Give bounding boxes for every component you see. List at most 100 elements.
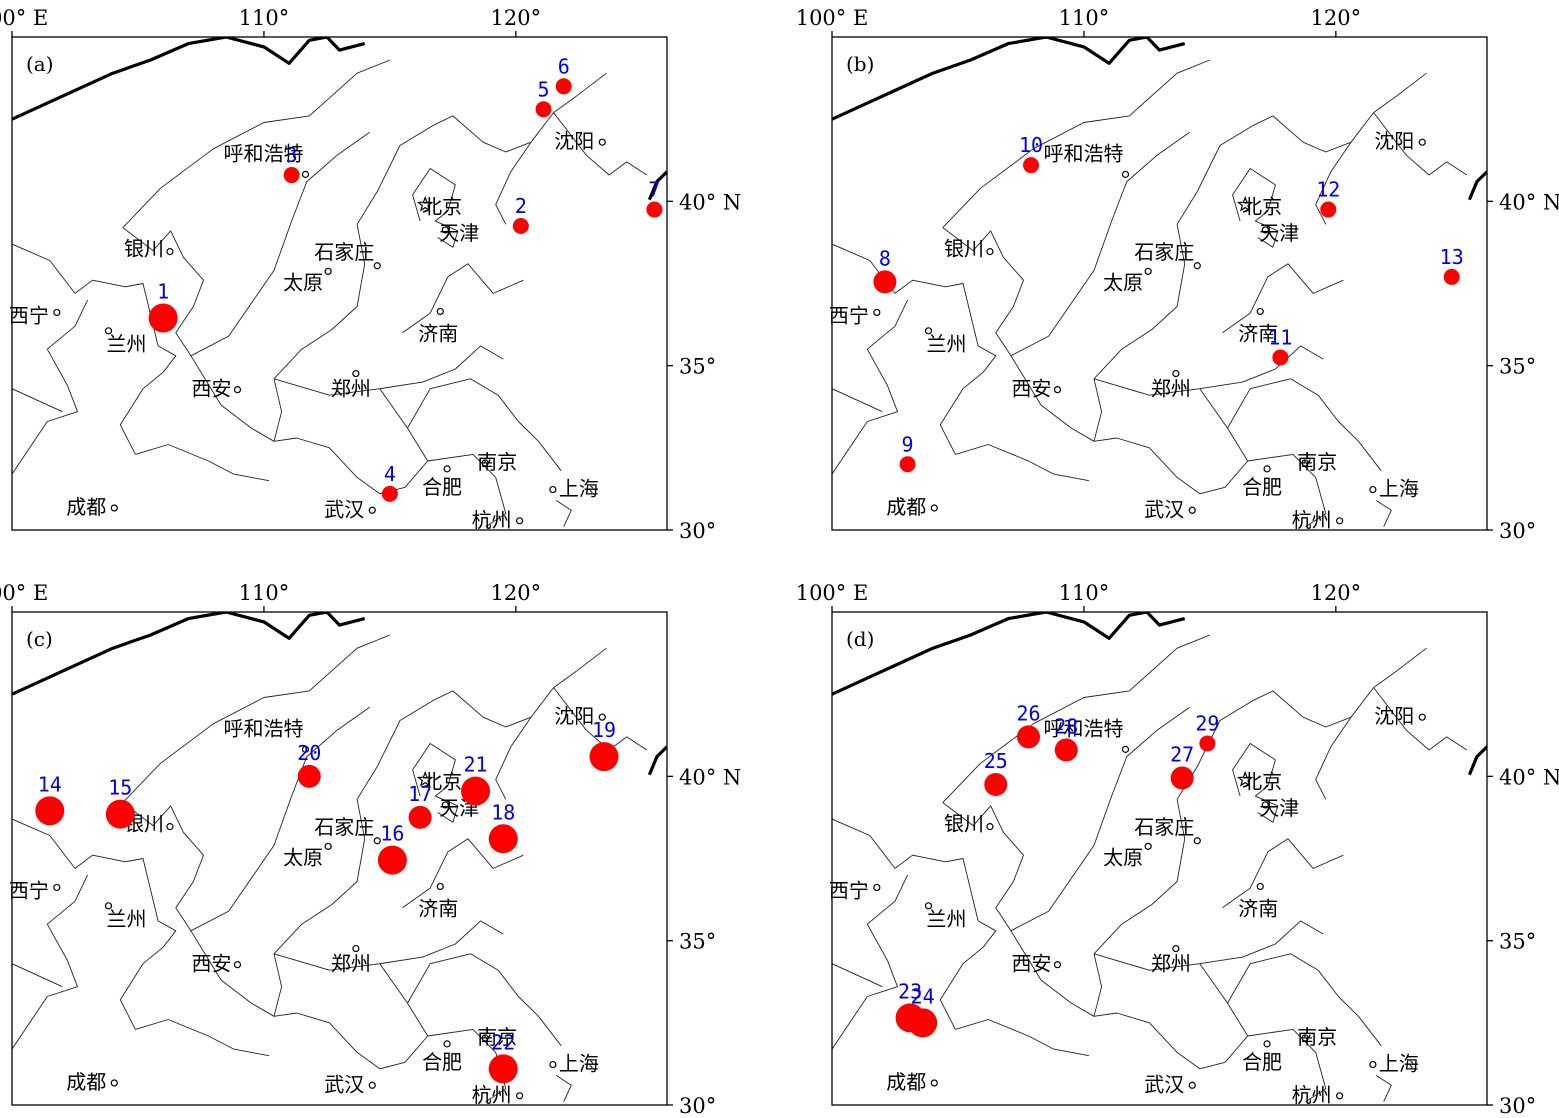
lon-tick-label: 100° E [0,581,48,605]
earthquake-marker [555,78,572,95]
city-dot-icon [1053,961,1062,969]
earthquake-id-label: 6 [558,54,570,78]
lon-tick-label: 110° [1059,6,1110,30]
earthquake-id-label: 16 [380,822,404,846]
city-dot-icon [873,308,881,317]
lat-tick-label: 30° [1499,519,1536,543]
earthquake-marker [1443,268,1460,285]
city-label: 南京 [1297,450,1337,474]
earthquake-marker [1272,349,1289,366]
national-border [832,37,1186,121]
province-border [1010,706,1190,932]
lon-tick-label: 120° [491,581,542,605]
city-dot-icon [598,713,606,721]
province-border [832,963,883,988]
city-dot-icon [1193,262,1201,270]
city-dot-icon [441,226,449,234]
province-border [427,1028,507,1103]
province-border [12,243,177,455]
national-border [12,612,366,696]
panel-frame [831,36,1488,531]
province-border [832,243,997,455]
national-border [12,37,366,121]
lat-tick-label: 35° [1499,930,1536,954]
province-border [1093,345,1324,396]
province-border [435,220,459,248]
city-dot-icon [481,459,489,467]
city-dot-icon [368,506,376,514]
city-dot-icon [873,883,881,892]
city-label: 杭州 [472,508,512,532]
panel-label: (d) [846,627,874,651]
city-label: 沈阳 [554,129,594,153]
city-label: 济南 [1238,896,1278,920]
city-label: 兰州 [106,907,146,931]
city-dot-icon [166,248,174,256]
city-dot-icon [166,823,174,831]
earthquake-marker [488,1054,518,1084]
province-border [1093,963,1249,1070]
city-dot-icon [1172,369,1180,378]
earthquake-marker [488,824,518,854]
earthquake-marker [35,796,65,826]
province-border [190,930,283,1017]
lon-tick-label: 110° [239,581,290,605]
earthquake-id-label: 10 [1019,133,1043,157]
earthquake-id-label: 13 [1440,245,1464,269]
earthquake-marker [1320,201,1337,218]
province-border [1247,1028,1327,1103]
province-border [122,802,204,932]
city-label: 上海 [1379,477,1419,501]
city-dot-icon [324,267,332,275]
province-border [1227,953,1382,1047]
city-label: 银川 [124,237,164,261]
city-dot-icon [924,902,933,910]
province-border [12,874,89,1050]
province-border [555,1075,572,1102]
city-label: 天津 [439,221,479,245]
capital-star-icon [1236,195,1254,212]
earthquake-id-label: 23 [898,979,922,1003]
earthquake-marker [984,773,1008,797]
city-label: 银川 [944,237,984,261]
city-label: 北京 [1242,770,1282,794]
province-border [407,378,562,472]
province-border [407,953,562,1047]
national-border [647,170,667,201]
earthquake-id-label: 20 [297,741,321,765]
city-label: 济南 [418,896,458,920]
province-border [1222,838,1344,909]
city-label: 西安 [1011,377,1051,401]
city-dot-icon [324,842,332,850]
lon-tick-label: 110° [239,6,290,30]
city-dot-icon [1418,713,1426,721]
earthquake-marker [1017,725,1040,749]
panel-label: (c) [26,627,53,651]
province-border [1222,263,1344,334]
city-dot-icon [1144,267,1152,275]
province-border [942,59,1211,228]
city-label: 西宁 [829,878,869,902]
province-border [832,388,883,413]
city-label: 北京 [1242,195,1282,219]
earthquake-marker [512,217,529,234]
earthquake-marker [1054,738,1078,762]
lat-tick-label: 30° [1499,1094,1536,1118]
city-label: 南京 [477,1025,517,1049]
province-border [555,500,572,527]
city-label: 郑州 [1151,377,1191,401]
map-panel: 100° E 110° 120° 40° N 35° 30° (d) 呼和浩特北京天津石家庄太… [796,581,1559,1118]
city-dot-icon [441,801,449,809]
city-dot-icon [1121,745,1130,753]
city-dot-icon [1121,170,1130,178]
city-label: 武汉 [1144,1072,1184,1096]
province-border [135,1019,270,1057]
province-border [1315,716,1352,800]
province-border [1232,743,1276,797]
lat-tick-label: 40° N [679,190,741,214]
earthquake-id-label: 18 [491,800,515,824]
lat-tick-label: 35° [1499,355,1536,379]
province-border [832,818,997,1030]
city-label: 杭州 [1292,508,1332,532]
